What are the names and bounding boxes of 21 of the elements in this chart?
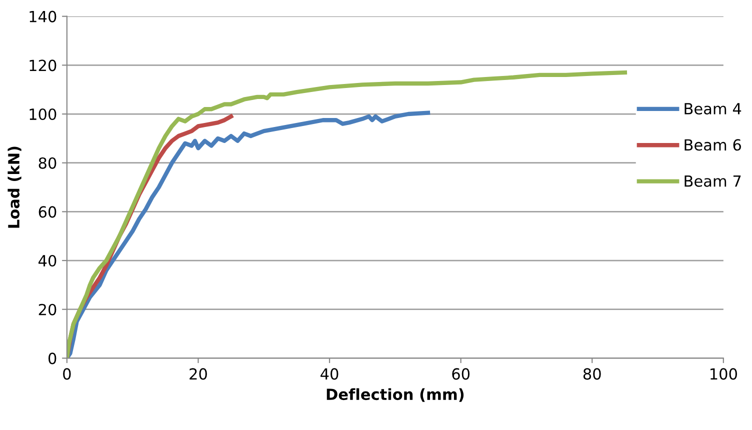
x-tick-label: 0: [63, 368, 71, 380]
line-series: [66, 70, 628, 358]
x-tick-label: 20: [190, 368, 207, 380]
y-tick-label: 120: [30, 60, 56, 72]
y-axis-title: Load (kN): [8, 146, 22, 228]
y-tick-label: 60: [38, 206, 56, 218]
y-tick-label: 140: [30, 10, 56, 22]
legend-label: Beam 6: [684, 139, 741, 151]
y-tick-label: 80: [38, 157, 56, 169]
line-series: [66, 110, 430, 358]
x-axis-title: Deflection (mm): [326, 388, 464, 402]
x-tick-label: 80: [583, 368, 601, 380]
y-tick-label: 100: [30, 108, 56, 120]
y-tick-label: 40: [38, 254, 56, 267]
x-tick-label: 40: [320, 368, 338, 380]
y-tick-label: 20: [38, 304, 56, 316]
legend-label: Beam 4: [684, 103, 742, 114]
x-tick-label: 60: [452, 368, 470, 380]
x-tick-label: 100: [710, 368, 737, 380]
y-tick-label: 0: [48, 352, 56, 364]
legend-label: Beam 7: [684, 175, 741, 187]
